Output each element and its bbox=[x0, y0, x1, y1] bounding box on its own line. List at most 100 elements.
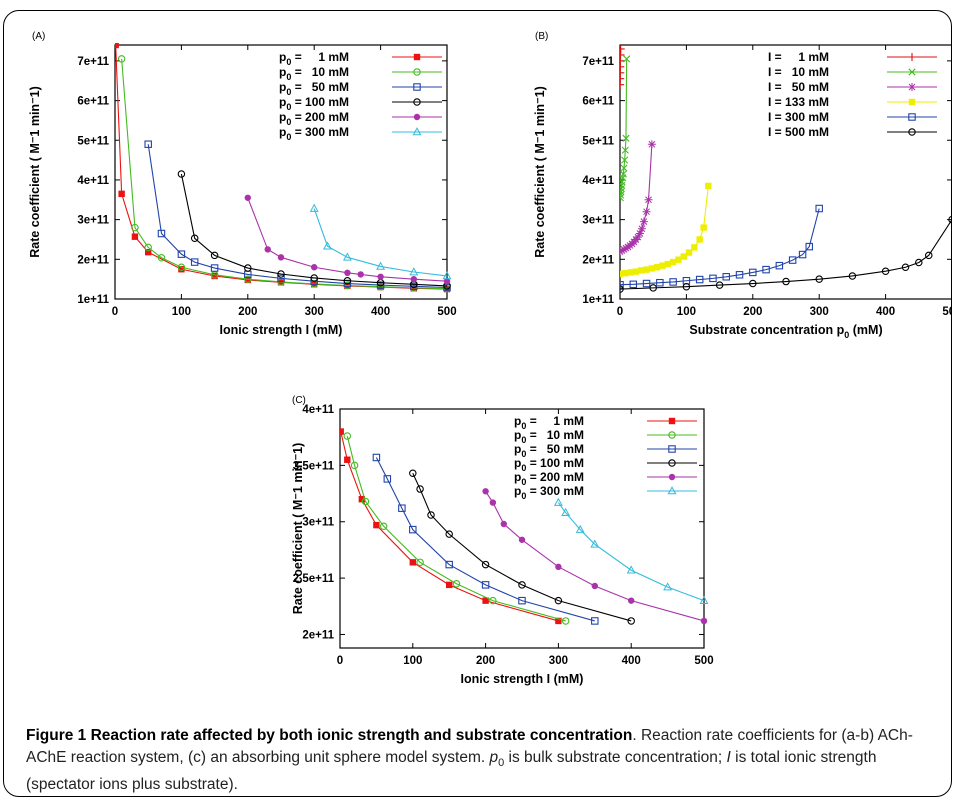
series-4-point bbox=[695, 275, 704, 284]
series-5-point bbox=[323, 241, 332, 250]
series-2-point bbox=[445, 560, 453, 569]
series-2-point bbox=[277, 274, 285, 283]
series-4-point bbox=[244, 194, 251, 201]
series-4-point bbox=[700, 617, 708, 625]
legend-marker-5 bbox=[667, 486, 677, 495]
series-0-point bbox=[118, 190, 125, 198]
y-tick-label: 3e+11 bbox=[77, 215, 109, 227]
series-3-point bbox=[627, 617, 635, 625]
legend-name-value: = 200 mM bbox=[526, 470, 584, 484]
series-0-point bbox=[555, 617, 562, 625]
series-1-point bbox=[144, 243, 152, 252]
series-3-point bbox=[416, 485, 424, 493]
y-tick-label: 2e+11 bbox=[582, 254, 614, 266]
y-axis-label: Rate coefficient ( M⁻1 min⁻1) bbox=[291, 443, 305, 615]
legend-marker-4 bbox=[413, 113, 421, 121]
series-0-point bbox=[178, 266, 185, 273]
series-1-point bbox=[244, 275, 252, 283]
legend-name: p bbox=[279, 95, 286, 109]
legend-marker-4 bbox=[668, 473, 676, 481]
series-1-point bbox=[621, 156, 629, 164]
series-1-point bbox=[623, 55, 631, 63]
series-line-4 bbox=[247, 197, 448, 282]
legend-entry-label: I = 300 mM bbox=[768, 110, 829, 124]
legend-name-value: = 300 mM bbox=[771, 110, 829, 124]
series-0-point bbox=[409, 559, 416, 566]
series-2-point bbox=[518, 596, 526, 605]
series-area bbox=[340, 428, 709, 625]
series-4-point bbox=[775, 261, 784, 270]
series-2-point bbox=[383, 475, 392, 483]
series-1-point bbox=[620, 170, 627, 178]
legend-marker-0 bbox=[668, 417, 676, 425]
series-line-5 bbox=[557, 502, 705, 602]
series-4-point bbox=[489, 499, 497, 506]
series-line-5 bbox=[620, 220, 951, 290]
legend-name: I bbox=[768, 65, 771, 79]
y-tick-label: 7e+11 bbox=[77, 56, 109, 68]
series-4-point bbox=[344, 269, 351, 277]
series-3-point bbox=[627, 269, 634, 276]
series-3-point bbox=[638, 267, 645, 274]
x-axis-label: Ionic strength I (mM) bbox=[461, 672, 584, 686]
y-axis-label: Rate coefficient ( M⁻1 min⁻1) bbox=[533, 86, 547, 258]
series-0-point bbox=[620, 44, 625, 53]
caption-p0-var: p bbox=[489, 749, 499, 766]
legend-marker-1 bbox=[413, 68, 421, 76]
series-3-point bbox=[680, 253, 687, 260]
series-4-point bbox=[788, 256, 797, 264]
legend-name-subscript: 0 bbox=[521, 421, 526, 431]
legend-name-value: = 300 mM bbox=[291, 125, 349, 139]
series-5-point bbox=[881, 267, 890, 275]
series-line-0 bbox=[340, 431, 559, 622]
series-5-point bbox=[815, 275, 823, 283]
legend-name: I bbox=[768, 110, 771, 124]
series-4-point bbox=[443, 277, 451, 285]
legend-entry-label: p0 = 200 mM bbox=[514, 470, 584, 487]
series-area bbox=[115, 43, 452, 293]
figure-caption: Figure 1 Reaction rate affected by both … bbox=[26, 725, 944, 796]
x-axis-label: Ionic strength I (mM) bbox=[220, 323, 343, 337]
series-3-point bbox=[705, 182, 712, 190]
series-line-3 bbox=[620, 185, 709, 275]
panel-label: (B) bbox=[535, 31, 548, 42]
legend-marker-2 bbox=[668, 445, 676, 453]
series-2-point bbox=[639, 217, 648, 226]
series-line-3 bbox=[180, 173, 448, 287]
legend-marker-2 bbox=[908, 83, 916, 91]
series-2-point bbox=[157, 229, 166, 238]
legend-name-subscript: 0 bbox=[521, 463, 526, 473]
series-5-point bbox=[663, 582, 673, 591]
legend-name-value: = 300 mM bbox=[526, 484, 584, 498]
legend-name: p bbox=[279, 125, 286, 139]
plot-area bbox=[114, 44, 448, 300]
series-1-point bbox=[177, 263, 186, 272]
legend-marker-3 bbox=[668, 459, 676, 467]
x-tick-label: 500 bbox=[694, 655, 713, 667]
legend-entry-label: p0 = 10 mM bbox=[279, 65, 349, 82]
series-1-point bbox=[621, 146, 629, 154]
legend-name: p bbox=[514, 428, 521, 442]
legend-name-subscript: 0 bbox=[286, 132, 291, 142]
series-5-point bbox=[309, 203, 319, 212]
legend-entry-label: p0 = 50 mM bbox=[279, 80, 349, 97]
series-5-point bbox=[699, 595, 709, 604]
legend-name: p bbox=[514, 484, 521, 498]
series-3-point bbox=[696, 236, 703, 243]
series-4-point bbox=[815, 204, 823, 213]
legend-name: I bbox=[768, 50, 771, 64]
series-1-point bbox=[350, 461, 359, 470]
series-0-point bbox=[373, 521, 380, 529]
series-4-point bbox=[357, 271, 364, 278]
legend-name: p bbox=[279, 65, 286, 79]
series-4-point bbox=[500, 520, 507, 528]
series-4-point bbox=[762, 265, 770, 274]
series-3-point bbox=[643, 266, 650, 273]
series-3-point bbox=[700, 224, 707, 231]
series-5-point bbox=[620, 285, 624, 293]
series-5-point bbox=[342, 252, 352, 261]
series-4-point bbox=[410, 275, 417, 283]
x-tick-label: 100 bbox=[403, 655, 422, 667]
y-tick-label: 3e+11 bbox=[582, 215, 614, 227]
